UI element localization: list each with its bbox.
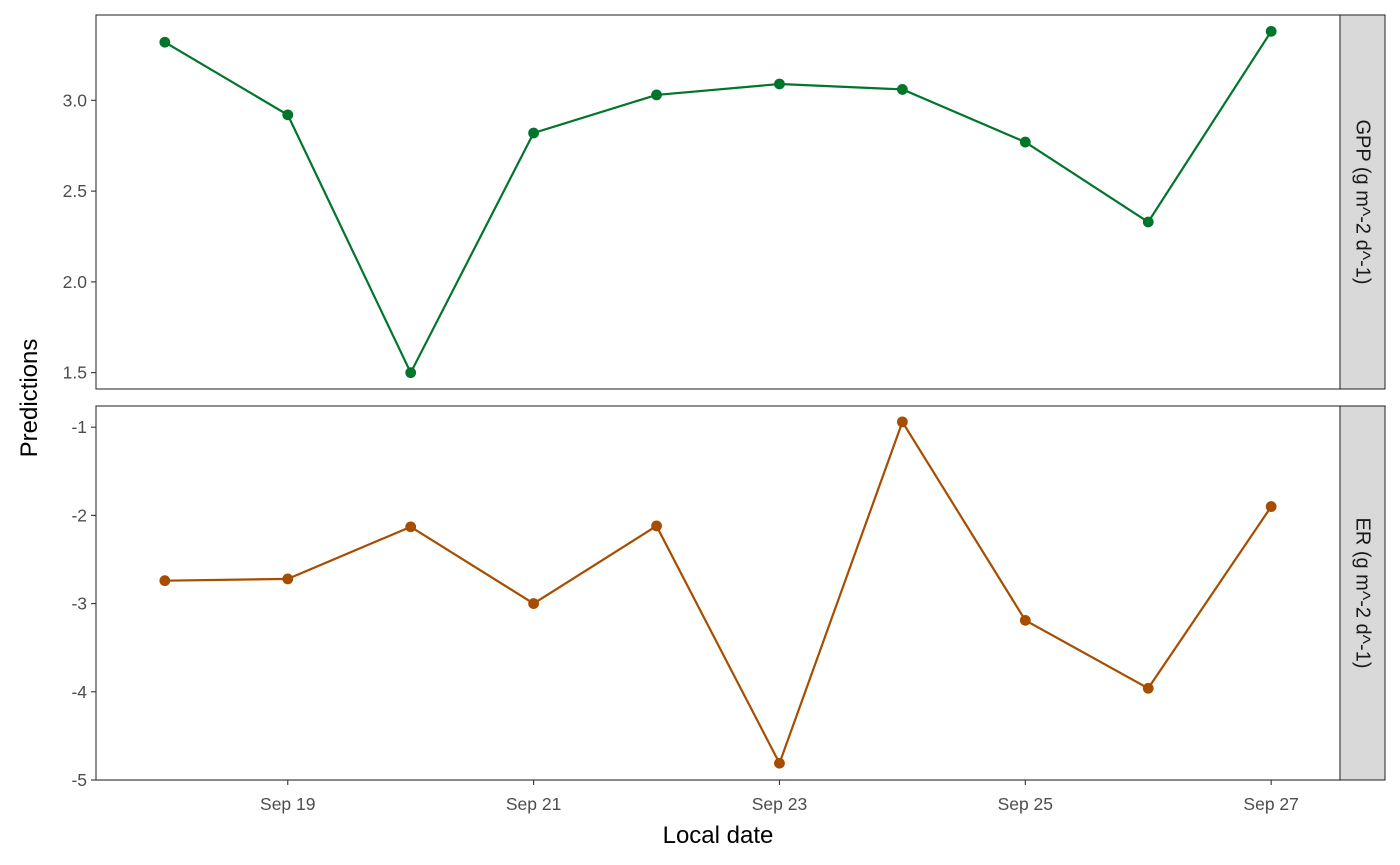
series-line xyxy=(164,419,1273,766)
y-tick-label: -1 xyxy=(71,417,87,437)
data-point xyxy=(405,367,417,379)
data-point xyxy=(896,416,908,428)
data-point xyxy=(159,36,171,48)
y-tick-label: -5 xyxy=(71,770,87,790)
data-point xyxy=(896,84,908,95)
panel-background xyxy=(96,15,1340,389)
x-axis-title: Local date xyxy=(663,822,774,849)
series-line xyxy=(164,30,1273,376)
y-tick-label: -4 xyxy=(71,682,87,702)
y-tick-label: 3.0 xyxy=(63,90,88,110)
data-point xyxy=(1265,501,1277,512)
facet-strip-label: GPP (g m^-2 d^-1) xyxy=(1352,119,1374,284)
data-point xyxy=(1019,614,1031,626)
facet-strip xyxy=(1339,405,1386,781)
x-tick-label: Sep 25 xyxy=(998,794,1053,814)
y-tick-label: -3 xyxy=(71,594,87,614)
x-tick-label: Sep 19 xyxy=(260,794,315,814)
facet-strip xyxy=(1339,14,1386,390)
data-point xyxy=(159,575,171,587)
data-point xyxy=(282,109,294,121)
data-point xyxy=(1265,25,1277,37)
y-tick-label: 1.5 xyxy=(63,363,87,383)
data-point xyxy=(282,573,294,585)
y-tick-label: -2 xyxy=(71,505,87,525)
data-point xyxy=(1019,136,1031,148)
data-point xyxy=(651,89,662,101)
y-tick-label: 2.5 xyxy=(63,181,87,201)
data-point xyxy=(774,757,785,769)
x-tick-label: Sep 23 xyxy=(752,794,807,814)
y-axis-title: Predictions xyxy=(16,339,43,458)
panel-background xyxy=(96,406,1340,780)
data-point xyxy=(774,78,785,90)
data-point xyxy=(528,127,540,139)
data-point xyxy=(405,521,417,533)
data-point xyxy=(1142,682,1154,694)
y-tick-label: 2.0 xyxy=(63,272,88,292)
facet-strip-label: ER (g m^-2 d^-1) xyxy=(1352,517,1374,668)
data-point xyxy=(528,598,540,609)
x-tick-label: Sep 27 xyxy=(1243,794,1298,814)
x-tick-label: Sep 21 xyxy=(506,794,561,814)
data-point xyxy=(651,520,662,532)
data-point xyxy=(1142,216,1154,228)
